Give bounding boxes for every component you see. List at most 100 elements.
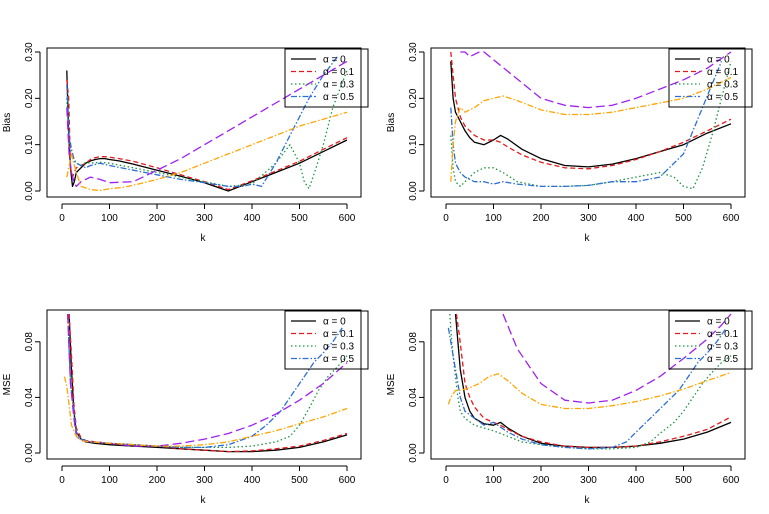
legend-label: α = 0.5 [707,354,739,365]
series-line-4 [502,313,732,404]
legend-label: α = 0.3 [707,342,739,353]
legend: α = 0α = 0.1 α = 0.3α = 0.5 [284,48,369,108]
y-axis-title: MSE [386,373,397,395]
series-line-2 [449,313,732,450]
legend-label: α = 0 [323,55,346,66]
x-axis-title: k [201,495,207,506]
x-tick-label: 400 [244,213,261,224]
y-tick-label: 0.00 [24,443,35,463]
legend: α = 0α = 0.1 α = 0.3α = 0.5 [284,310,369,370]
legend-box [284,310,369,370]
x-axis-title: k [201,233,207,244]
series-line-2 [450,61,732,190]
y-tick-label: 0.08 [24,332,35,352]
x-tick-label: 600 [339,475,356,486]
legend-label: α = 0.3 [707,80,739,91]
y-tick-label: 0.30 [24,42,35,62]
plot-frame [46,47,362,198]
series-line-1 [66,79,348,191]
series-line-2 [66,70,348,190]
x-tick-label: 100 [485,475,502,486]
x-tick-label: 0 [443,475,449,486]
y-axis-title: Bias [386,113,397,132]
legend-label: α = 0 [323,317,346,328]
chart-panel-top-left: 0 100 200 300 400 500 600 0.00 0.10 0.20 0.30 k Bias… [2,42,369,244]
series-line-4 [67,313,348,447]
y-tick-label: 0.10 [24,134,35,154]
legend-label: α = 0.5 [323,92,355,103]
plot-frame [430,309,746,460]
x-tick-label: 600 [339,213,356,224]
series-group [66,56,348,192]
x-tick-label: 200 [149,475,166,486]
series-line-5 [66,111,348,192]
x-tick-label: 500 [675,213,692,224]
y-tick-label: 0.10 [408,134,419,154]
legend-label: α = 0.1 [707,67,739,78]
y-tick-label: 0.00 [408,181,419,201]
x-tick-label: 300 [580,475,597,486]
x-tick-label: 600 [723,475,740,486]
legend-label: α = 0.1 [707,329,739,340]
x-tick-label: 300 [196,475,213,486]
y-tick-label: 0.00 [408,443,419,463]
x-tick-label: 400 [244,475,261,486]
y-tick-label: 0.20 [24,88,35,108]
legend-label: α = 0.1 [323,67,355,78]
legend-box [668,310,753,370]
series-line-5 [63,376,348,447]
series-line-3 [447,327,727,450]
series-group [450,51,732,190]
x-tick-label: 0 [59,475,65,486]
legend-label: α = 0 [707,317,730,328]
legend: α = 0α = 0.1 α = 0.3α = 0.5 [668,310,753,370]
legend: α = 0α = 0.1 α = 0.3α = 0.5 [668,48,753,108]
series-line-3 [450,61,723,188]
series-line-2 [67,313,348,449]
legend-box [668,48,753,108]
y-tick-label: 0.20 [408,88,419,108]
series-line-4 [66,60,348,188]
x-tick-label: 200 [533,475,550,486]
y-tick-label: 0.00 [24,181,35,201]
x-tick-label: 100 [101,213,118,224]
y-tick-label: 0.30 [408,42,419,62]
legend-box [284,48,369,108]
x-tick-label: 400 [628,213,645,224]
x-tick-label: 500 [291,475,308,486]
series-line-5 [447,371,732,410]
x-tick-label: 500 [291,213,308,224]
series-group [447,313,732,450]
y-tick-label: 0.04 [24,387,35,407]
plot-frame [46,309,362,460]
x-tick-label: 300 [580,213,597,224]
x-tick-label: 200 [149,213,166,224]
series-line-3 [66,56,339,188]
legend-label: α = 0 [707,55,730,66]
chart-panel-bottom-left: 0 100 200 300 400 500 600 0.00 0.04 0.08 k MSE α = 0… [2,309,369,506]
series-line-3 [67,313,343,449]
x-tick-label: 600 [723,213,740,224]
x-axis-title: k [585,495,591,506]
series-line-1 [455,313,732,449]
series-group [63,313,348,453]
x-tick-label: 100 [101,475,118,486]
y-axis-title: Bias [2,113,13,132]
series-line-4 [460,51,732,109]
chart-panel-bottom-right: 0 100 200 300 400 500 600 0.00 0.04 0.08 k MSE α = 0… [386,309,753,506]
series-line-5 [450,76,732,182]
y-tick-label: 0.04 [408,387,419,407]
series-line-0 [66,70,348,192]
x-tick-label: 500 [675,475,692,486]
legend-label: α = 0.5 [323,354,355,365]
legend-label: α = 0.5 [707,92,739,103]
x-axis-title: k [585,233,591,244]
plot-frame [430,47,746,198]
x-tick-label: 0 [443,213,449,224]
legend-label: α = 0.3 [323,80,355,91]
x-tick-label: 300 [196,213,213,224]
series-line-1 [450,51,732,170]
x-tick-label: 100 [485,213,502,224]
series-line-0 [68,313,348,453]
